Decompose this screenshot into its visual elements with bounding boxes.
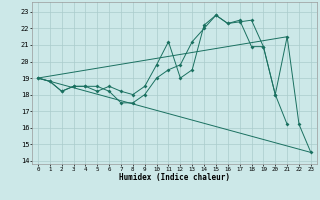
X-axis label: Humidex (Indice chaleur): Humidex (Indice chaleur): [119, 173, 230, 182]
